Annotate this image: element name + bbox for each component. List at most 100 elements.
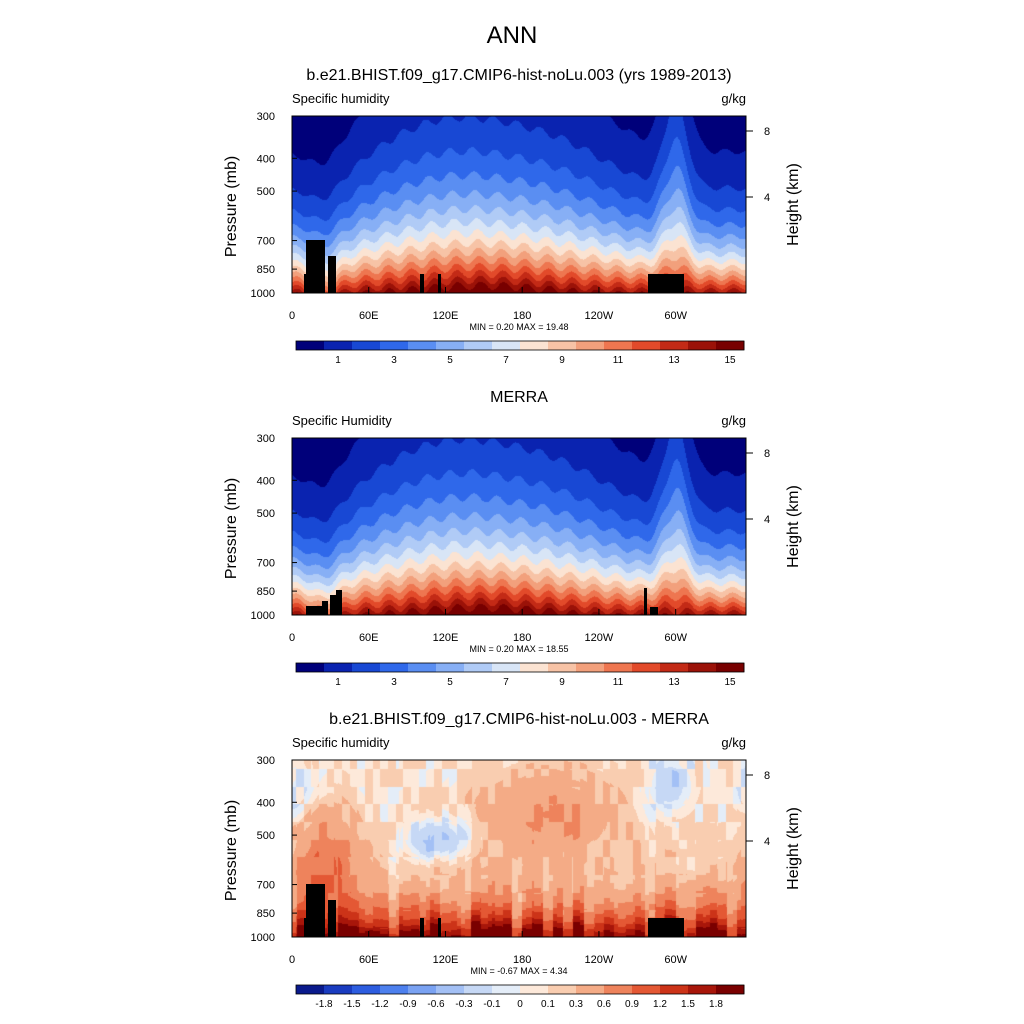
colorbar-swatch (548, 985, 577, 994)
panel-title: MERRA (490, 389, 548, 406)
y-axis-label: Pressure (mb) (223, 156, 240, 257)
topography-mask (328, 256, 336, 293)
x-tick-label: 0 (289, 310, 295, 322)
colorbar-swatch (632, 985, 661, 994)
y-tick-label: 1000 (251, 932, 275, 944)
topography-mask (438, 918, 441, 937)
topography-mask (330, 595, 336, 615)
contour-field (292, 116, 746, 293)
chart-panel-3: b.e21.BHIST.f09_g17.CMIP6-hist-noLu.003 … (223, 711, 802, 1010)
topography-mask (328, 900, 336, 937)
colorbar-tick-label: 0.3 (569, 999, 583, 1010)
x-tick-label: 120E (433, 632, 459, 644)
y-tick-label: 700 (257, 236, 275, 248)
x-tick-label: 60E (359, 954, 379, 966)
contour-canvas (292, 438, 746, 615)
colorbar-swatch (604, 341, 633, 350)
panel-variable-label: Specific humidity (292, 91, 390, 106)
panel-variable-label: Specific humidity (292, 735, 390, 750)
x-tick-label: 60E (359, 310, 379, 322)
colorbar-swatch (660, 341, 689, 350)
colorbar-swatch (436, 341, 465, 350)
topography-mask (306, 240, 325, 293)
colorbar-swatch (324, 663, 353, 672)
y-tick-label: 850 (257, 264, 275, 276)
colorbar-tick-label: 0.9 (625, 999, 639, 1010)
colorbar-swatch (660, 985, 689, 994)
panel-units-label: g/kg (721, 91, 746, 106)
panel-title: b.e21.BHIST.f09_g17.CMIP6-hist-noLu.003 … (329, 711, 709, 728)
panel-units-label: g/kg (721, 413, 746, 428)
y-tick-label: 400 (257, 797, 275, 809)
x-tick-label: 0 (289, 954, 295, 966)
topography-mask (644, 588, 647, 615)
colorbar-swatch (464, 663, 493, 672)
colorbar-swatch (716, 985, 745, 994)
chart-panel-1: b.e21.BHIST.f09_g17.CMIP6-hist-noLu.003 … (223, 67, 802, 366)
colorbar-swatch (408, 663, 437, 672)
colorbar-swatch (604, 663, 633, 672)
colorbar-tick-label: 5 (447, 355, 453, 366)
colorbar-tick-label: -1.2 (371, 999, 389, 1010)
colorbar-tick-label: 9 (559, 677, 565, 688)
colorbar-tick-label: 3 (391, 355, 397, 366)
plot-frame (291, 437, 747, 616)
contour-field (292, 438, 746, 615)
y-axis-label: Pressure (mb) (223, 478, 240, 579)
min-max-stats: MIN = 0.20 MAX = 18.55 (469, 644, 568, 654)
colorbar-tick-label: 15 (724, 355, 736, 366)
y-tick-label: 300 (257, 755, 275, 767)
colorbar-tick-label: -0.6 (427, 999, 445, 1010)
y-tick-label: 700 (257, 880, 275, 892)
colorbar-swatch (408, 985, 437, 994)
topography-mask (304, 274, 310, 293)
colorbar-swatch (464, 985, 493, 994)
colorbar-swatch (324, 341, 353, 350)
colorbar-swatch (492, 663, 521, 672)
x-tick-label: 120E (433, 310, 459, 322)
colorbar-swatch (520, 985, 549, 994)
colorbar-swatch (520, 663, 549, 672)
colorbar-tick-label: -1.8 (315, 999, 333, 1010)
plot-frame (291, 115, 747, 294)
colorbar-swatch (632, 341, 661, 350)
colorbar-tick-label: 13 (668, 355, 680, 366)
colorbar-tick-label: 1.8 (709, 999, 723, 1010)
height-tick-label: 4 (764, 514, 770, 526)
colorbar-swatch (548, 341, 577, 350)
topography-mask (648, 918, 684, 937)
y-tick-label: 850 (257, 586, 275, 598)
y-tick-label: 1000 (251, 610, 275, 622)
y-tick-label: 500 (257, 186, 275, 198)
colorbar-swatch (324, 985, 353, 994)
colorbar-swatch (464, 341, 493, 350)
colorbar-tick-label: 9 (559, 355, 565, 366)
figure-title: ANN (487, 22, 538, 49)
x-tick-label: 120W (585, 310, 614, 322)
x-tick-label: 60W (664, 954, 687, 966)
height-tick-label: 8 (764, 126, 770, 138)
topography-mask (648, 274, 684, 293)
colorbar-swatch (436, 985, 465, 994)
colorbar-swatch (380, 663, 409, 672)
colorbar-tick-label: -0.3 (455, 999, 473, 1010)
colorbar-tick-label: 0 (517, 999, 523, 1010)
topography-mask (336, 590, 342, 615)
colorbar-tick-label: 5 (447, 677, 453, 688)
colorbar-tick-label: 15 (724, 677, 736, 688)
y-tick-label: 1000 (251, 288, 275, 300)
contour-field (292, 760, 746, 937)
x-tick-label: 180 (513, 954, 531, 966)
colorbar-swatch (576, 341, 605, 350)
x-tick-label: 120W (585, 632, 614, 644)
colorbar-tick-label: 1.5 (681, 999, 695, 1010)
colorbar-swatch (548, 663, 577, 672)
y-tick-label: 500 (257, 508, 275, 520)
colorbar-tick-label: 3 (391, 677, 397, 688)
topography-mask (420, 274, 424, 293)
topography-mask (438, 274, 441, 293)
colorbar-swatch (380, 341, 409, 350)
panel-units-label: g/kg (721, 735, 746, 750)
